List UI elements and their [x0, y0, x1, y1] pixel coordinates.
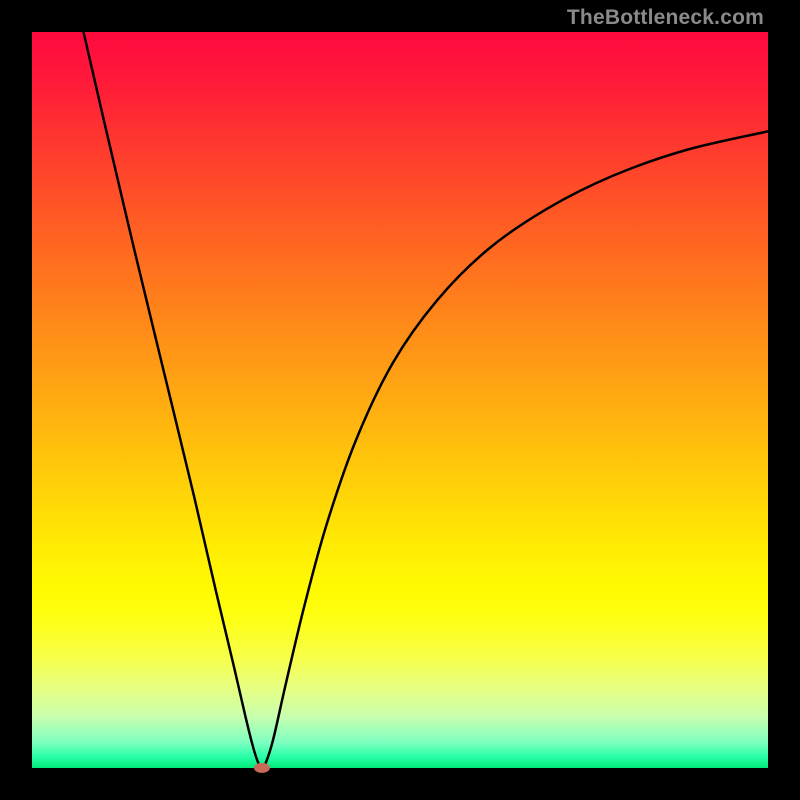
gradient-background	[32, 32, 768, 768]
watermark-text: TheBottleneck.com	[567, 6, 764, 30]
optimum-marker	[254, 763, 270, 773]
plot-area	[32, 32, 768, 768]
